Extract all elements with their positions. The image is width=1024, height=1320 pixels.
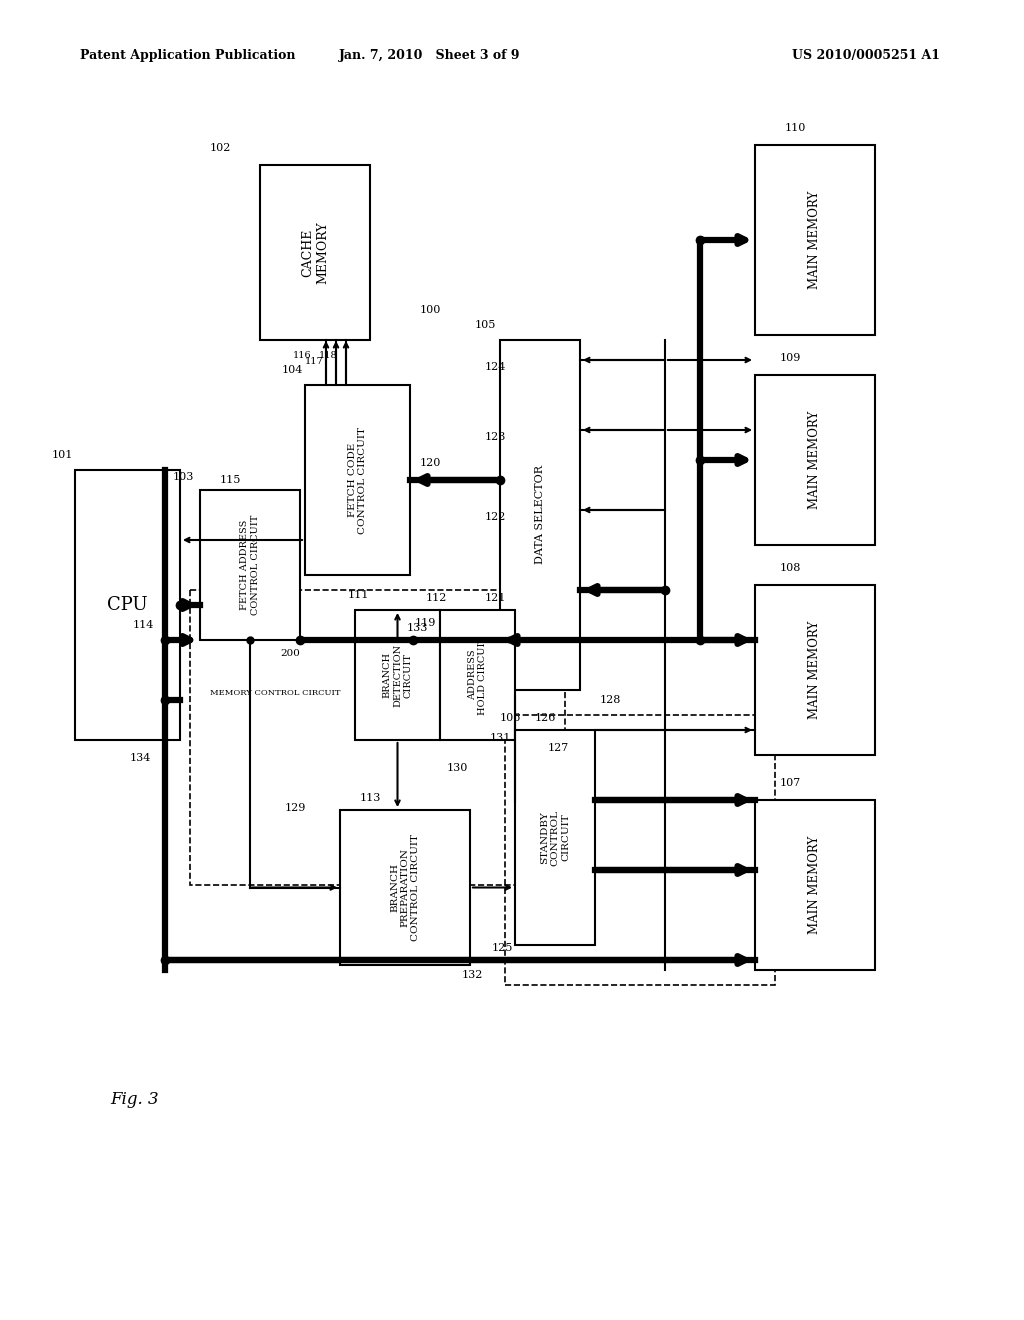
Text: 100: 100 xyxy=(419,305,440,315)
Text: MAIN MEMORY: MAIN MEMORY xyxy=(809,620,821,719)
Text: 113: 113 xyxy=(359,793,381,803)
Text: CPU: CPU xyxy=(108,597,147,614)
Text: 200: 200 xyxy=(280,648,300,657)
Text: MAIN MEMORY: MAIN MEMORY xyxy=(809,191,821,289)
Text: Fig. 3: Fig. 3 xyxy=(110,1092,159,1109)
Text: 132: 132 xyxy=(462,970,482,979)
Text: 123: 123 xyxy=(484,432,506,442)
Text: MAIN MEMORY: MAIN MEMORY xyxy=(809,411,821,510)
Text: 121: 121 xyxy=(484,593,506,603)
Bar xyxy=(755,800,874,970)
Text: 108: 108 xyxy=(779,564,801,573)
Text: FETCH CODE
CONTROL CIRCUIT: FETCH CODE CONTROL CIRCUIT xyxy=(348,426,368,533)
Text: BRANCH
DETECTION
CIRCUIT: BRANCH DETECTION CIRCUIT xyxy=(383,643,413,706)
Text: US 2010/0005251 A1: US 2010/0005251 A1 xyxy=(792,49,940,62)
Text: 116: 116 xyxy=(293,351,311,359)
Text: 118: 118 xyxy=(318,351,337,359)
Text: 104: 104 xyxy=(282,366,303,375)
Text: 128: 128 xyxy=(599,696,621,705)
Text: 129: 129 xyxy=(285,803,306,813)
Text: 130: 130 xyxy=(446,763,468,774)
Bar xyxy=(755,145,874,335)
Bar xyxy=(755,585,874,755)
Text: 124: 124 xyxy=(484,362,506,372)
Bar xyxy=(200,490,300,640)
Text: ADDRESS
HOLD CIRCUIT: ADDRESS HOLD CIRCUIT xyxy=(468,635,487,714)
Text: 110: 110 xyxy=(784,123,806,133)
Text: 120: 120 xyxy=(419,458,440,469)
Bar xyxy=(305,385,410,576)
Text: 119: 119 xyxy=(415,618,435,628)
Text: Jan. 7, 2010   Sheet 3 of 9: Jan. 7, 2010 Sheet 3 of 9 xyxy=(339,49,521,62)
Text: 105: 105 xyxy=(474,319,496,330)
Text: 125: 125 xyxy=(492,942,513,953)
Text: 122: 122 xyxy=(484,512,506,521)
Text: 115: 115 xyxy=(219,475,241,484)
Text: 111: 111 xyxy=(347,590,369,601)
Text: Patent Application Publication: Patent Application Publication xyxy=(80,49,296,62)
Bar xyxy=(440,610,515,741)
Text: 112: 112 xyxy=(425,593,446,603)
Bar xyxy=(755,375,874,545)
Text: 127: 127 xyxy=(548,743,568,752)
Bar xyxy=(505,715,775,985)
Text: DATA SELECTOR: DATA SELECTOR xyxy=(535,466,545,565)
Bar xyxy=(190,590,565,884)
Bar xyxy=(515,730,595,945)
Text: 133: 133 xyxy=(407,623,428,634)
Text: 109: 109 xyxy=(779,352,801,363)
Text: MAIN MEMORY: MAIN MEMORY xyxy=(809,836,821,935)
Text: 107: 107 xyxy=(779,777,801,788)
Text: 101: 101 xyxy=(51,450,73,459)
Text: STANDBY
CONTROL
CIRCUIT: STANDBY CONTROL CIRCUIT xyxy=(540,809,570,866)
Text: 102: 102 xyxy=(209,143,230,153)
Text: 131: 131 xyxy=(489,733,511,743)
Text: CACHE
MEMORY: CACHE MEMORY xyxy=(301,222,329,284)
Text: 134: 134 xyxy=(129,752,151,763)
Bar xyxy=(75,470,180,741)
Bar xyxy=(340,810,470,965)
Text: BRANCH
PREPARATION
CONTROL CIRCUIT: BRANCH PREPARATION CONTROL CIRCUIT xyxy=(390,834,420,941)
Text: MEMORY CONTROL CIRCUIT: MEMORY CONTROL CIRCUIT xyxy=(210,689,341,697)
Text: 117: 117 xyxy=(304,358,324,367)
Text: 114: 114 xyxy=(132,620,154,630)
Bar xyxy=(500,341,580,690)
Text: 106: 106 xyxy=(500,713,520,723)
Bar xyxy=(260,165,370,341)
Text: FETCH ADDRESS
CONTROL CIRCUIT: FETCH ADDRESS CONTROL CIRCUIT xyxy=(241,515,260,615)
Text: 103: 103 xyxy=(172,473,194,482)
Bar xyxy=(355,610,440,741)
Text: 126: 126 xyxy=(535,713,556,723)
